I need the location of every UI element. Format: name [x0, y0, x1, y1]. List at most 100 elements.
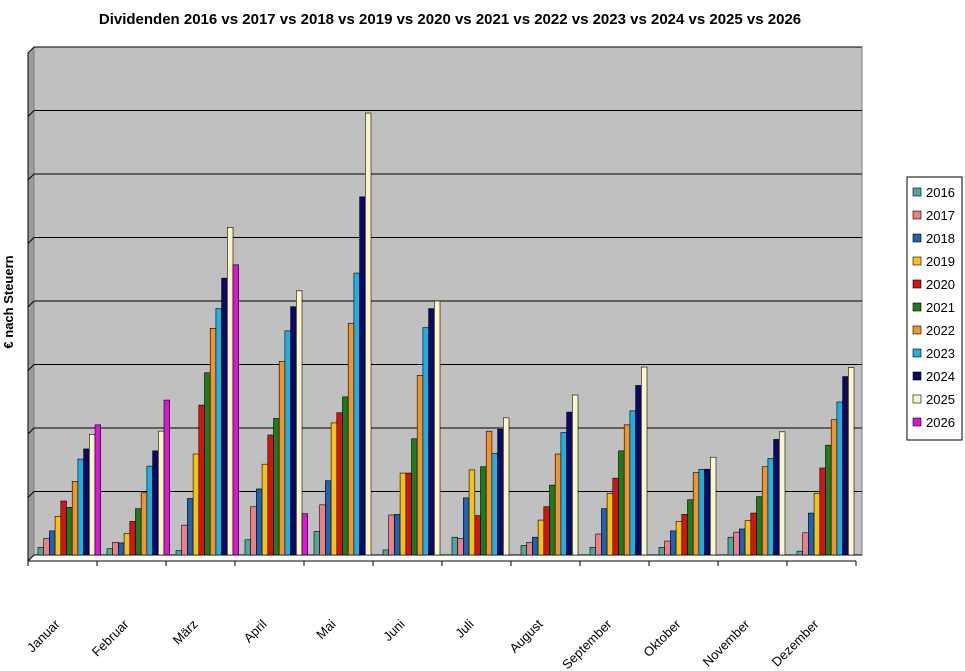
bar-2017-Februar [112, 541, 119, 556]
gridline-depth [27, 173, 35, 181]
legend-label-2022: 2022 [926, 323, 955, 338]
bar-2022-Juni [416, 374, 424, 556]
legend: 2016 2017 2018 2019 2020 2021 2022 2023 2024 2025… [906, 176, 963, 441]
gridline-depth [27, 46, 35, 54]
bar-2016-April [244, 539, 251, 556]
bar-2025-November [778, 431, 786, 556]
bar-2025-Oktober [709, 456, 717, 556]
bar-2025-Januar [89, 434, 96, 556]
bar-2016-Mai [313, 531, 320, 556]
bar-2024-Dezember [842, 376, 849, 556]
bar-2022-November [761, 466, 769, 556]
legend-swatch-2021 [912, 302, 922, 312]
bar-2022-Juli [485, 430, 493, 556]
x-tick-label: Januar [24, 616, 63, 655]
chart-title: Dividenden 2016 vs 2017 vs 2018 vs 2019 … [99, 11, 801, 28]
bar-2016-Januar [37, 547, 44, 556]
x-tick-label: März [170, 617, 201, 648]
bar-2017-September [595, 533, 602, 556]
bar-2020-Mai [336, 412, 343, 556]
bar-2025-Mai [364, 112, 372, 556]
bar-2026-Februar [163, 399, 170, 556]
bar-2020-Januar [60, 500, 67, 556]
bar-2016-Juli [451, 536, 458, 556]
x-tick-label: September [559, 616, 615, 671]
legend-swatch-2016 [912, 187, 922, 197]
bar-2016-Dezember [796, 550, 803, 556]
x-tick-label: Dezember [769, 616, 822, 669]
bar-2026-April [301, 513, 308, 556]
bar-2016-November [727, 536, 734, 556]
bar-2018-Januar [49, 530, 56, 556]
bar-2016-März [175, 550, 182, 556]
legend-label-2020: 2020 [926, 277, 955, 292]
bar-2023-Februar [146, 465, 153, 556]
bar-2022-August [554, 453, 562, 556]
bar-2016-August [520, 545, 527, 556]
x-tick-label: Juni [380, 616, 408, 644]
bar-2018-Dezember [808, 512, 815, 556]
bar-2021-März [204, 372, 211, 556]
bar-2016-Juni [382, 549, 389, 556]
bar-2019-Oktober [675, 521, 683, 556]
legend-swatch-2017 [912, 210, 922, 220]
bar-2022-Mai [347, 322, 355, 556]
bar-2017-August [526, 541, 533, 556]
bar-2020-November [750, 512, 757, 556]
bar-2020-Oktober [681, 514, 688, 556]
bar-2021-Juni [411, 438, 418, 556]
legend-label-2016: 2016 [926, 185, 955, 200]
bar-2021-November [756, 496, 763, 556]
bar-2021-Oktober [687, 499, 694, 556]
x-tick-label: November [700, 616, 753, 669]
bar-2017-Juni [388, 514, 395, 556]
legend-label-2018: 2018 [926, 231, 955, 246]
bar-2021-Mai [342, 396, 349, 556]
legend-swatch-2022 [912, 325, 922, 335]
bar-2020-Dezember [819, 467, 826, 556]
bar-2023-Juni [422, 327, 429, 556]
bar-2017-November [733, 531, 740, 556]
legend-label-2017: 2017 [926, 208, 955, 223]
bar-2023-August [560, 432, 567, 556]
bar-2023-Dezember [836, 401, 843, 556]
legend-label-2026: 2026 [926, 415, 955, 430]
bar-2017-Mai [319, 504, 326, 556]
bar-2016-September [589, 547, 596, 556]
legend-swatch-2020 [912, 279, 922, 289]
bar-2024-Juni [428, 308, 435, 556]
bar-2022-Februar [140, 492, 148, 556]
bar-2024-November [773, 439, 780, 556]
bar-2018-Februar [118, 542, 125, 556]
bar-2020-August [543, 506, 550, 556]
legend-swatch-2019 [912, 256, 922, 266]
bar-2019-April [261, 463, 269, 556]
bar-2025-Februar [158, 430, 165, 556]
bar-2024-Januar [83, 448, 90, 556]
bar-2023-September [629, 410, 636, 556]
bar-2017-April [250, 506, 257, 556]
bar-2017-Juli [457, 538, 464, 556]
gridline-depth [27, 364, 35, 371]
bar-2017-Januar [43, 538, 50, 556]
bar-2019-Dezember [813, 493, 821, 556]
bar-2018-Juli [463, 497, 470, 556]
gridline-depth [27, 300, 35, 308]
legend-label-2019: 2019 [926, 254, 955, 269]
bar-2023-Juli [491, 453, 498, 556]
x-tick-label: August [506, 616, 545, 655]
bar-2025-Juni [433, 300, 441, 556]
bar-2021-April [273, 418, 280, 556]
bar-2024-Mai [359, 196, 366, 556]
x-tick-label: April [241, 616, 270, 645]
x-tick-label: Februar [89, 616, 132, 659]
bar-2020-März [198, 404, 205, 556]
bar-2018-August [532, 536, 539, 556]
gridline-depth [27, 110, 35, 117]
bar-2022-März [209, 328, 217, 556]
bar-2019-Februar [123, 533, 131, 556]
legend-swatch-2024 [912, 371, 922, 381]
bar-2023-April [284, 330, 291, 556]
bar-2020-Februar [129, 521, 136, 556]
